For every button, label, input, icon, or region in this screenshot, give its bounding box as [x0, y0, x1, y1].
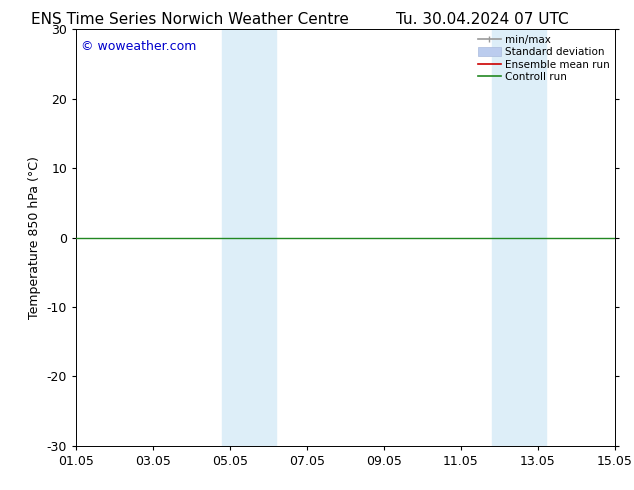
- Legend: min/max, Standard deviation, Ensemble mean run, Controll run: min/max, Standard deviation, Ensemble me…: [476, 32, 612, 84]
- Text: Tu. 30.04.2024 07 UTC: Tu. 30.04.2024 07 UTC: [396, 12, 568, 27]
- Text: ENS Time Series Norwich Weather Centre: ENS Time Series Norwich Weather Centre: [31, 12, 349, 27]
- Y-axis label: Temperature 850 hPa (°C): Temperature 850 hPa (°C): [28, 156, 41, 319]
- Text: © woweather.com: © woweather.com: [81, 40, 197, 53]
- Bar: [223, 29, 276, 446]
- Bar: [492, 29, 546, 446]
